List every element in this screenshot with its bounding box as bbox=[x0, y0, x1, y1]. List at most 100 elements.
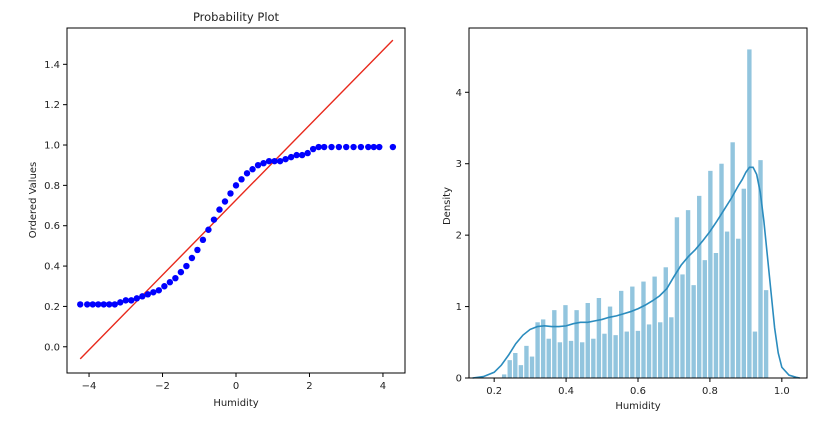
y-tick-label: 2 bbox=[456, 231, 462, 242]
histogram-bar bbox=[713, 253, 719, 378]
data-point bbox=[210, 216, 218, 223]
y-tick-label: 1.0 bbox=[44, 141, 60, 152]
y-tick-label: 1.2 bbox=[44, 100, 60, 111]
x-tick-label: 0.6 bbox=[630, 386, 646, 397]
data-point bbox=[304, 149, 311, 157]
x-tick-label: 0 bbox=[233, 381, 239, 392]
data-point bbox=[343, 143, 350, 151]
histogram-bar bbox=[568, 340, 574, 378]
data-point bbox=[271, 157, 278, 165]
data-point bbox=[238, 176, 245, 183]
y-tick-label: 4 bbox=[456, 88, 462, 99]
histogram-bar bbox=[535, 322, 540, 378]
histogram-bar bbox=[752, 331, 758, 378]
histogram-bar bbox=[758, 160, 763, 378]
data-point bbox=[254, 161, 262, 169]
histogram-bar bbox=[763, 290, 769, 378]
data-point bbox=[249, 166, 256, 173]
data-point bbox=[320, 143, 328, 151]
histogram-bar bbox=[563, 305, 568, 378]
histogram-bar bbox=[697, 195, 702, 378]
data-point bbox=[260, 159, 267, 167]
histogram-bar bbox=[635, 330, 641, 378]
data-point bbox=[376, 143, 383, 151]
histogram-bar bbox=[524, 345, 529, 378]
y-axis-label: Ordered Values bbox=[28, 162, 39, 239]
data-point bbox=[122, 297, 129, 304]
plot-frame bbox=[468, 27, 808, 379]
data-point bbox=[328, 143, 335, 151]
data-point bbox=[150, 289, 157, 296]
histogram-bar bbox=[552, 310, 557, 378]
histogram-bar bbox=[669, 317, 674, 378]
fit-line bbox=[79, 39, 394, 360]
histogram-bar bbox=[574, 310, 579, 378]
x-axis-label: Humidity bbox=[615, 401, 660, 412]
data-point bbox=[287, 153, 295, 161]
histogram-bar bbox=[708, 170, 713, 378]
histogram-bar bbox=[579, 342, 585, 378]
data-point bbox=[221, 198, 229, 205]
x-tick-label: 4 bbox=[380, 381, 386, 392]
kde-curve bbox=[472, 166, 800, 379]
histogram-bar bbox=[596, 298, 602, 378]
histogram-bar bbox=[602, 333, 607, 378]
plot-frame bbox=[66, 27, 406, 374]
data-point bbox=[365, 143, 372, 151]
data-point bbox=[183, 262, 190, 270]
data-point bbox=[243, 170, 251, 177]
density-histogram-panel: 0.2 0.4 0.6 0.8 1.0 0 1 2 3 4 Humidity Density bbox=[442, 27, 808, 412]
y-tick-label: 3 bbox=[456, 159, 462, 170]
histogram-bar bbox=[741, 188, 746, 378]
histogram-bar bbox=[557, 342, 563, 378]
histogram-bar bbox=[724, 231, 730, 378]
y-tick-label: 0 bbox=[456, 374, 462, 385]
data-point bbox=[77, 301, 84, 308]
histogram-bar bbox=[507, 360, 512, 378]
data-point bbox=[216, 206, 223, 213]
x-tick-label: −2 bbox=[155, 381, 170, 392]
y-tick-label: 1 bbox=[456, 302, 462, 313]
y-tick-label: 0.2 bbox=[44, 302, 60, 313]
histogram-bar bbox=[513, 353, 518, 378]
histogram-bar bbox=[719, 163, 724, 378]
data-point bbox=[177, 268, 185, 276]
data-point bbox=[89, 301, 96, 308]
histogram-bar bbox=[652, 276, 657, 378]
data-point bbox=[293, 151, 300, 159]
histogram-bar bbox=[529, 356, 535, 378]
data-point bbox=[389, 143, 397, 151]
data-point bbox=[161, 283, 168, 290]
histogram-bar bbox=[658, 322, 663, 378]
histogram-bar bbox=[613, 335, 618, 378]
y-tick-label: 0.8 bbox=[44, 181, 60, 192]
probability-points bbox=[77, 143, 397, 308]
data-point bbox=[100, 301, 107, 308]
histogram-bar bbox=[630, 286, 635, 378]
histogram-bar bbox=[674, 217, 680, 378]
histogram-bar bbox=[607, 306, 613, 378]
y-tick-label: 0.0 bbox=[44, 342, 60, 353]
data-point bbox=[166, 279, 174, 286]
data-point bbox=[199, 236, 207, 244]
data-point bbox=[232, 182, 240, 189]
histogram-bar bbox=[619, 290, 624, 378]
histogram-bar bbox=[546, 338, 551, 378]
data-point bbox=[357, 143, 365, 151]
data-point bbox=[370, 143, 377, 151]
histogram-bar bbox=[641, 281, 646, 378]
x-tick-label: 1.0 bbox=[774, 386, 790, 397]
data-point bbox=[128, 297, 135, 304]
x-tick-label: −4 bbox=[82, 381, 97, 392]
histogram-bar bbox=[736, 238, 741, 378]
data-point bbox=[95, 301, 102, 308]
histogram-bar bbox=[646, 324, 652, 378]
chart-title: Probability Plot bbox=[193, 10, 280, 24]
y-tick-label: 1.4 bbox=[44, 60, 60, 71]
data-point bbox=[133, 295, 141, 302]
histogram-bar bbox=[747, 49, 752, 379]
data-point bbox=[350, 143, 357, 151]
data-point bbox=[265, 157, 273, 165]
histogram-bar bbox=[730, 142, 735, 378]
